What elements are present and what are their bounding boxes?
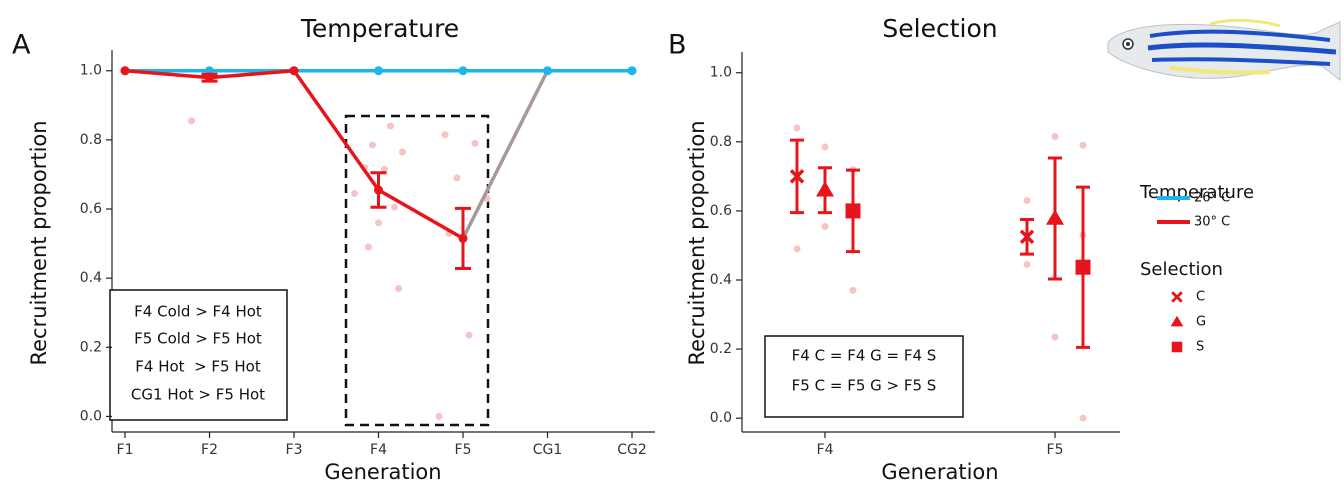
- observation: [821, 222, 829, 230]
- marker: [289, 66, 299, 76]
- marker: [543, 66, 552, 76]
- x-tick-label: CG2: [617, 442, 647, 458]
- marker: [458, 233, 468, 243]
- observation: [471, 139, 479, 147]
- observation: [465, 331, 473, 339]
- series-line: [124, 68, 464, 240]
- highlight-box: [344, 114, 490, 427]
- y-tick-label: 0.2: [710, 341, 732, 357]
- marker: [1046, 209, 1064, 225]
- legend-label: 30° C: [1194, 215, 1230, 230]
- observation: [1079, 141, 1087, 149]
- annotation: F5 Cold > F5 Hot: [134, 330, 262, 348]
- marker: [816, 181, 834, 197]
- y-tick-label: 0.8: [80, 132, 102, 148]
- y-tick-label: 0.0: [710, 410, 732, 426]
- marker: [374, 66, 383, 76]
- x-tick-label: F5: [455, 442, 472, 458]
- observation: [1051, 133, 1059, 141]
- observation: [435, 412, 443, 420]
- y-tick-label: 0.4: [710, 272, 732, 288]
- annotation-box: [109, 289, 288, 421]
- annotation: F5 C = F5 G > F5 S: [792, 377, 937, 395]
- x-tick-label: F2: [201, 442, 218, 458]
- marker: [458, 66, 468, 76]
- observation: [375, 219, 382, 227]
- legend-label: 26° C: [1194, 191, 1230, 206]
- annotation: F4 C = F4 G = F4 S: [792, 347, 937, 365]
- y-axis-title: Recruitment proportion: [685, 120, 709, 365]
- observation: [1079, 414, 1087, 422]
- observation: [1051, 333, 1059, 341]
- observation: [453, 174, 461, 182]
- y-tick-label: 0.2: [80, 339, 102, 355]
- observation: [369, 141, 376, 149]
- marker: [374, 185, 383, 195]
- x-tick-label: CG1: [533, 442, 563, 458]
- y-tick-label: 0.0: [80, 408, 102, 424]
- marker: [120, 66, 130, 76]
- marker: [205, 73, 214, 83]
- x-tick-label: F4: [370, 442, 387, 458]
- legend-title: Selection: [1140, 259, 1223, 280]
- y-tick-label: 0.4: [80, 270, 102, 286]
- annotation-box: [764, 335, 964, 418]
- observation: [381, 165, 388, 173]
- observation: [351, 189, 358, 197]
- annotation: F4 Cold > F4 Hot: [134, 303, 262, 321]
- y-tick-label: 0.6: [710, 203, 732, 219]
- y-tick-label: 0.8: [710, 134, 732, 150]
- legend-swatch: [1170, 315, 1184, 327]
- observation: [1023, 260, 1031, 268]
- observation: [188, 117, 195, 125]
- x-tick-label: F3: [286, 442, 303, 458]
- x-tick-label: F5: [1047, 442, 1064, 458]
- fish-illustration: [1107, 18, 1341, 82]
- legend-label: C: [1196, 290, 1205, 305]
- legend-label: G: [1196, 315, 1206, 330]
- x-axis-title: Generation: [881, 460, 998, 484]
- annotation: F4 Hot > F5 Hot: [135, 358, 261, 376]
- observation: [365, 243, 372, 251]
- x-axis-title: Generation: [324, 460, 441, 484]
- observation: [1023, 197, 1031, 205]
- y-tick-label: 1.0: [710, 65, 732, 81]
- x-tick-label: F1: [117, 442, 134, 458]
- observation: [849, 286, 857, 294]
- y-axis-title: Recruitment proportion: [27, 120, 51, 365]
- series-line: [461, 69, 550, 240]
- observation: [793, 245, 801, 253]
- marker: [1075, 259, 1091, 275]
- observation: [395, 285, 402, 293]
- marker: [845, 203, 861, 219]
- marker: [1019, 229, 1035, 245]
- marker: [627, 66, 637, 76]
- x-tick-label: F4: [817, 442, 834, 458]
- panel-label: A: [12, 30, 31, 61]
- observation: [821, 143, 829, 151]
- observation: [391, 203, 398, 211]
- panel-label: B: [668, 30, 687, 61]
- observation: [441, 131, 449, 139]
- chart-title: Temperature: [300, 14, 459, 43]
- annotation: CG1 Hot > F5 Hot: [131, 386, 265, 404]
- observation: [399, 148, 406, 156]
- y-tick-label: 0.6: [80, 201, 102, 217]
- y-tick-label: 1.0: [80, 63, 102, 79]
- legend-swatch: [1171, 291, 1183, 303]
- marker: [789, 169, 805, 184]
- observation: [793, 124, 801, 132]
- chart-title: Selection: [882, 14, 997, 43]
- legend-label: S: [1196, 340, 1204, 355]
- observation: [387, 122, 394, 130]
- legend-swatch: [1171, 341, 1183, 353]
